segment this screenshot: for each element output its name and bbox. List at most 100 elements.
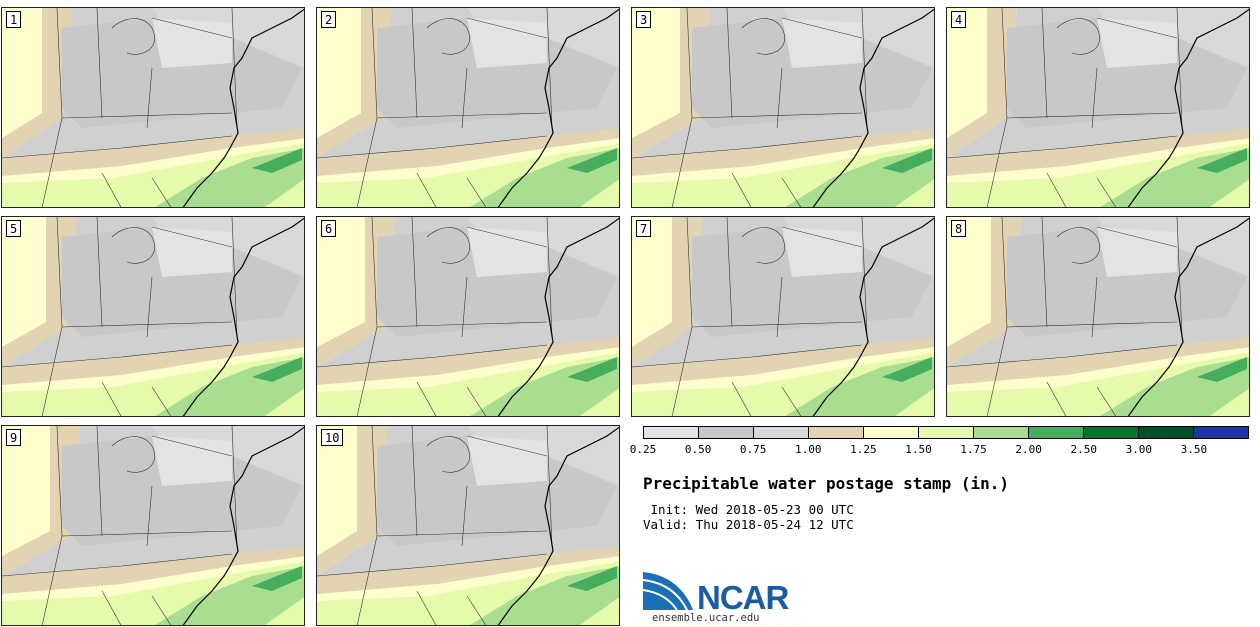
map-panel: 1 bbox=[1, 7, 305, 208]
state-boundary bbox=[1096, 386, 1117, 416]
precipitable-water-map bbox=[2, 426, 304, 625]
legend-swatch bbox=[1029, 427, 1084, 438]
pw-contour-region bbox=[377, 227, 617, 337]
state-boundary bbox=[781, 177, 802, 207]
pw-contour-region bbox=[1197, 357, 1247, 382]
state-boundary bbox=[151, 17, 233, 39]
state-boundary bbox=[1056, 18, 1100, 55]
pw-contour-region bbox=[1197, 148, 1247, 173]
legend-swatch bbox=[1084, 427, 1139, 438]
precipitable-water-map bbox=[632, 217, 934, 416]
legend-tick: 0.75 bbox=[739, 443, 767, 456]
state-boundary bbox=[1096, 177, 1117, 207]
pw-contour-region bbox=[252, 566, 302, 591]
panel-number: 9 bbox=[6, 429, 22, 446]
precipitable-water-map bbox=[947, 217, 1249, 416]
panel-number: 5 bbox=[6, 220, 22, 237]
state-boundary bbox=[691, 112, 863, 119]
legend-swatch bbox=[1139, 427, 1194, 438]
pw-contour-region bbox=[2, 546, 304, 601]
map-panel: 3 bbox=[631, 7, 935, 208]
state-boundary bbox=[426, 227, 470, 264]
panel-number: 2 bbox=[321, 11, 337, 28]
state-boundary bbox=[111, 18, 155, 55]
state-boundary bbox=[317, 344, 548, 368]
state-boundary bbox=[416, 381, 437, 416]
state-boundary bbox=[741, 18, 785, 55]
map-panel: 6 bbox=[316, 216, 620, 417]
state-boundary bbox=[1046, 172, 1067, 207]
state-boundary bbox=[466, 177, 487, 207]
map-panel: 7 bbox=[631, 216, 935, 417]
state-boundary bbox=[781, 386, 802, 416]
state-boundary bbox=[1041, 8, 1048, 119]
state-boundary bbox=[726, 8, 733, 119]
state-boundary bbox=[632, 135, 863, 159]
state-boundary bbox=[466, 17, 548, 39]
pw-contour-region bbox=[467, 436, 547, 486]
state-boundary bbox=[151, 595, 172, 625]
legend-tick: 0.25 bbox=[629, 443, 657, 456]
pw-contour-region bbox=[882, 148, 932, 173]
state-boundary bbox=[101, 172, 122, 207]
coastline bbox=[182, 217, 304, 416]
pw-contour-region bbox=[317, 128, 619, 183]
precipitable-water-map bbox=[317, 8, 619, 207]
pw-contour-region bbox=[782, 227, 862, 277]
state-boundary bbox=[411, 8, 418, 119]
legend-tick: 1.00 bbox=[795, 443, 822, 456]
legend-tick: 1.50 bbox=[905, 443, 932, 456]
state-boundary bbox=[1006, 321, 1178, 328]
legend-swatch bbox=[919, 427, 974, 438]
panel-number: 1 bbox=[6, 11, 22, 28]
state-boundary bbox=[947, 344, 1178, 368]
legend-swatch bbox=[864, 427, 919, 438]
pw-contour-region bbox=[2, 217, 76, 367]
ncar-logo-text: NCAR bbox=[697, 579, 789, 616]
state-boundary bbox=[317, 135, 548, 159]
coastline bbox=[497, 217, 619, 416]
map-panel: 10 bbox=[316, 425, 620, 626]
map-panel: 5 bbox=[1, 216, 305, 417]
pw-contour-region bbox=[947, 217, 1021, 367]
state-boundary bbox=[2, 135, 233, 159]
state-boundary bbox=[466, 226, 548, 248]
pw-contour-region bbox=[1007, 18, 1247, 128]
coastline bbox=[497, 8, 619, 207]
state-boundary bbox=[461, 485, 468, 547]
legend-swatch bbox=[809, 427, 864, 438]
state-boundary bbox=[741, 227, 785, 264]
state-boundary bbox=[61, 321, 233, 328]
pw-contour-region bbox=[567, 357, 617, 382]
panel-number: 10 bbox=[321, 429, 344, 446]
precipitable-water-map bbox=[947, 8, 1249, 207]
state-boundary bbox=[61, 112, 233, 119]
state-boundary bbox=[317, 553, 548, 577]
pw-contour-region bbox=[62, 227, 302, 337]
pw-contour-region bbox=[2, 337, 304, 392]
state-boundary bbox=[691, 321, 863, 328]
coastline bbox=[812, 217, 934, 416]
state-boundary bbox=[1091, 276, 1098, 338]
coastline bbox=[1127, 8, 1249, 207]
ncar-url: ensemble.ucar.edu bbox=[652, 612, 760, 624]
panel-number: 7 bbox=[636, 220, 652, 237]
panel-number: 6 bbox=[321, 220, 337, 237]
pw-contour-region bbox=[882, 357, 932, 382]
state-boundary bbox=[411, 217, 418, 328]
legend-tick: 3.50 bbox=[1180, 443, 1208, 456]
state-boundary bbox=[466, 435, 548, 457]
legend-swatch bbox=[754, 427, 809, 438]
pw-contour-region bbox=[567, 148, 617, 173]
pw-contour-region bbox=[467, 18, 547, 68]
pw-contour-region bbox=[317, 546, 619, 601]
precipitable-water-map bbox=[317, 426, 619, 625]
pw-contour-region bbox=[317, 337, 619, 392]
state-boundary bbox=[1041, 217, 1048, 328]
coastline bbox=[1127, 217, 1249, 416]
pw-contour-region bbox=[632, 128, 934, 183]
pw-contour-region bbox=[252, 148, 302, 173]
coastline bbox=[497, 426, 619, 625]
pw-contour-region bbox=[632, 8, 710, 158]
state-boundary bbox=[96, 426, 103, 537]
